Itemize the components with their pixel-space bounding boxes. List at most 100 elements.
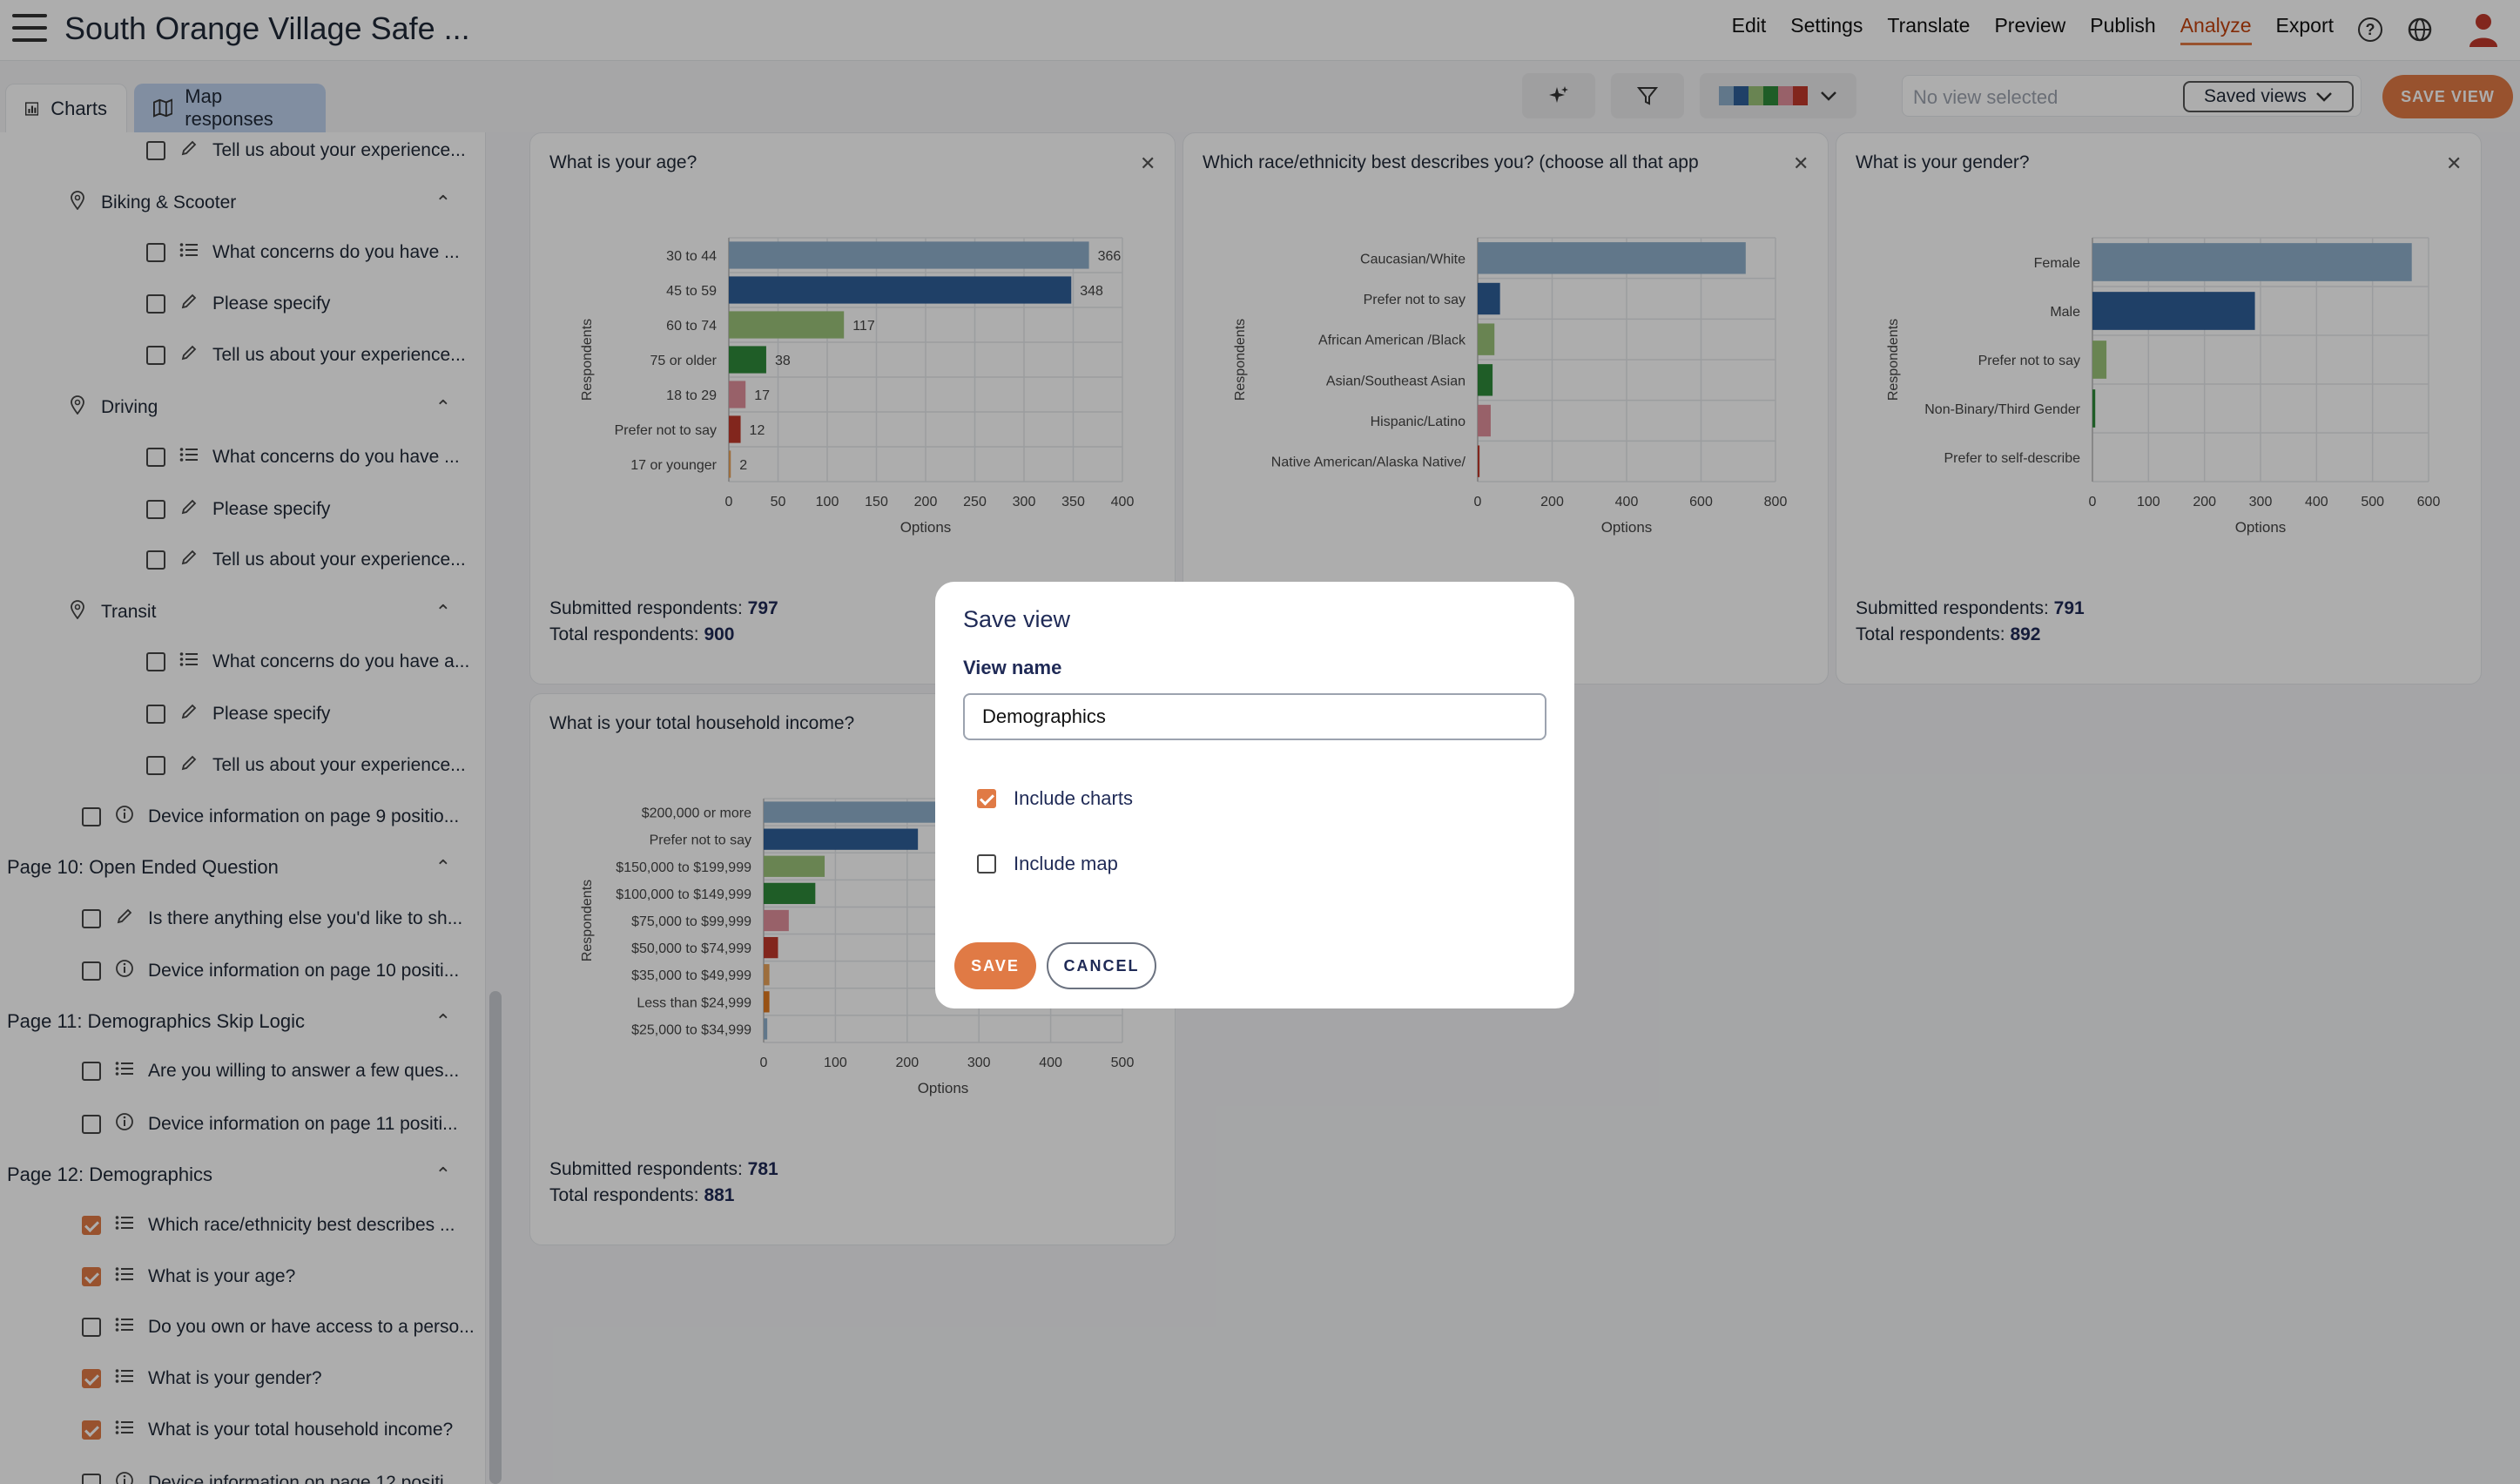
- bar[interactable]: [764, 1018, 768, 1040]
- sidebar-question-item[interactable]: What is your total household income?: [82, 1420, 453, 1440]
- sidebar-question-item[interactable]: Is there anything else you'd like to sh.…: [82, 907, 462, 930]
- sidebar-question-item[interactable]: Please specify: [146, 498, 330, 521]
- question-checkbox[interactable]: [82, 1318, 101, 1338]
- bar[interactable]: [729, 241, 1089, 269]
- question-checkbox[interactable]: [82, 1420, 101, 1440]
- question-checkbox[interactable]: [146, 346, 165, 366]
- sidebar-question-item[interactable]: Tell us about your experience...: [146, 549, 466, 571]
- chevron-up-icon[interactable]: ⌃: [435, 1164, 451, 1185]
- sidebar-question-item[interactable]: What is your age?: [82, 1266, 295, 1287]
- nav-export[interactable]: Export: [2275, 14, 2334, 37]
- sidebar-question-item[interactable]: Please specify: [146, 293, 330, 315]
- sidebar-question-item[interactable]: What concerns do you have ...: [146, 242, 460, 263]
- bar[interactable]: [2092, 341, 2107, 379]
- bar[interactable]: [729, 311, 845, 339]
- cancel-button[interactable]: CANCEL: [1047, 942, 1156, 989]
- save-button[interactable]: SAVE: [954, 942, 1036, 989]
- bar[interactable]: [764, 936, 778, 959]
- include-map-checkbox[interactable]: [977, 854, 996, 874]
- bar[interactable]: [729, 381, 746, 408]
- bar[interactable]: [1478, 282, 1500, 315]
- close-icon[interactable]: ✕: [2446, 152, 2463, 174]
- help-icon[interactable]: ?: [2358, 17, 2382, 42]
- sidebar-section-header[interactable]: Page 11: Demographics Skip Logic ⌃: [7, 1010, 477, 1033]
- chevron-up-icon[interactable]: ⌃: [435, 1009, 451, 1032]
- include-charts-option[interactable]: Include charts: [977, 787, 1133, 810]
- question-checkbox[interactable]: [146, 499, 165, 519]
- bar[interactable]: [764, 909, 789, 932]
- bar[interactable]: [764, 828, 919, 850]
- include-charts-checkbox[interactable]: [977, 789, 996, 808]
- sidebar-group[interactable]: Driving ⌃: [66, 395, 477, 420]
- color-palette-button[interactable]: [1700, 73, 1856, 118]
- question-checkbox[interactable]: [82, 1266, 101, 1286]
- question-checkbox[interactable]: [146, 242, 165, 262]
- sidebar-question-item[interactable]: Are you willing to answer a few ques...: [82, 1061, 459, 1082]
- sidebar-question-item[interactable]: Device information on page 9 positio...: [82, 805, 459, 829]
- question-checkbox[interactable]: [82, 807, 101, 827]
- bar[interactable]: [729, 346, 766, 374]
- question-checkbox[interactable]: [82, 1215, 101, 1235]
- question-checkbox[interactable]: [82, 1369, 101, 1389]
- question-checkbox[interactable]: [82, 1062, 101, 1082]
- saved-views-dropdown[interactable]: Saved views: [2183, 81, 2354, 112]
- bar[interactable]: [764, 801, 936, 823]
- question-checkbox[interactable]: [82, 1473, 101, 1484]
- nav-settings[interactable]: Settings: [1790, 14, 1863, 37]
- nav-publish[interactable]: Publish: [2090, 14, 2156, 37]
- nav-edit[interactable]: Edit: [1731, 14, 1767, 37]
- bar[interactable]: [764, 991, 770, 1013]
- sidebar-section-header[interactable]: Page 10: Open Ended Question ⌃: [7, 856, 477, 879]
- view-name-input[interactable]: [963, 693, 1546, 740]
- bar[interactable]: [764, 882, 816, 905]
- nav-analyze[interactable]: Analyze: [2180, 14, 2252, 45]
- sidebar-question-item[interactable]: Device information on page 10 positi...: [82, 959, 459, 983]
- question-checkbox[interactable]: [146, 652, 165, 671]
- question-checkbox[interactable]: [82, 909, 101, 928]
- sidebar-group[interactable]: Biking & Scooter ⌃: [66, 190, 477, 215]
- include-map-option[interactable]: Include map: [977, 853, 1118, 875]
- sidebar-scrollbar[interactable]: [489, 991, 502, 1484]
- view-selector[interactable]: No view selected Saved views: [1902, 75, 2362, 117]
- sidebar-question-item[interactable]: Tell us about your experience...: [146, 139, 466, 162]
- ai-insights-button[interactable]: [1522, 73, 1595, 118]
- sidebar-question-item[interactable]: What is your gender?: [82, 1368, 322, 1389]
- bar[interactable]: [2092, 389, 2096, 428]
- chevron-up-icon[interactable]: ⌃: [435, 601, 451, 624]
- bar[interactable]: [2092, 243, 2412, 281]
- sidebar-question-item[interactable]: Tell us about your experience...: [146, 754, 466, 777]
- sidebar-question-item[interactable]: Do you own or have access to a perso...: [82, 1317, 475, 1338]
- bar[interactable]: [729, 415, 741, 443]
- sidebar-question-item[interactable]: Tell us about your experience...: [146, 344, 466, 367]
- filter-button[interactable]: [1611, 73, 1684, 118]
- sidebar-question-item[interactable]: Device information on page 11 positi...: [82, 1112, 458, 1137]
- question-checkbox[interactable]: [146, 550, 165, 570]
- tab-map-responses[interactable]: Map responses: [134, 84, 326, 132]
- bar[interactable]: [729, 276, 1072, 304]
- question-checkbox[interactable]: [146, 294, 165, 314]
- bar[interactable]: [1478, 323, 1495, 355]
- question-checkbox[interactable]: [82, 961, 101, 981]
- question-checkbox[interactable]: [146, 755, 165, 775]
- sidebar-question-item[interactable]: What concerns do you have a...: [146, 651, 469, 672]
- bar[interactable]: [1478, 445, 1480, 477]
- nav-translate[interactable]: Translate: [1887, 14, 1971, 37]
- nav-preview[interactable]: Preview: [1994, 14, 2066, 37]
- user-account-icon[interactable]: [2468, 12, 2499, 47]
- sidebar-section-header[interactable]: Page 12: Demographics ⌃: [7, 1164, 477, 1186]
- question-checkbox[interactable]: [146, 704, 165, 724]
- globe-icon[interactable]: [2407, 17, 2433, 43]
- save-view-button[interactable]: SAVE VIEW: [2382, 75, 2513, 118]
- bar[interactable]: [729, 450, 731, 478]
- bar[interactable]: [764, 964, 770, 986]
- hamburger-menu-icon[interactable]: [12, 12, 47, 44]
- bar[interactable]: [1478, 404, 1491, 437]
- question-checkbox[interactable]: [146, 141, 165, 160]
- bar[interactable]: [1478, 242, 1746, 274]
- sidebar-group[interactable]: Transit ⌃: [66, 600, 477, 624]
- chevron-up-icon[interactable]: ⌃: [435, 856, 451, 879]
- bar[interactable]: [2092, 292, 2255, 330]
- question-checkbox[interactable]: [146, 447, 165, 467]
- bar[interactable]: [764, 855, 825, 877]
- close-icon[interactable]: ✕: [1793, 152, 1809, 174]
